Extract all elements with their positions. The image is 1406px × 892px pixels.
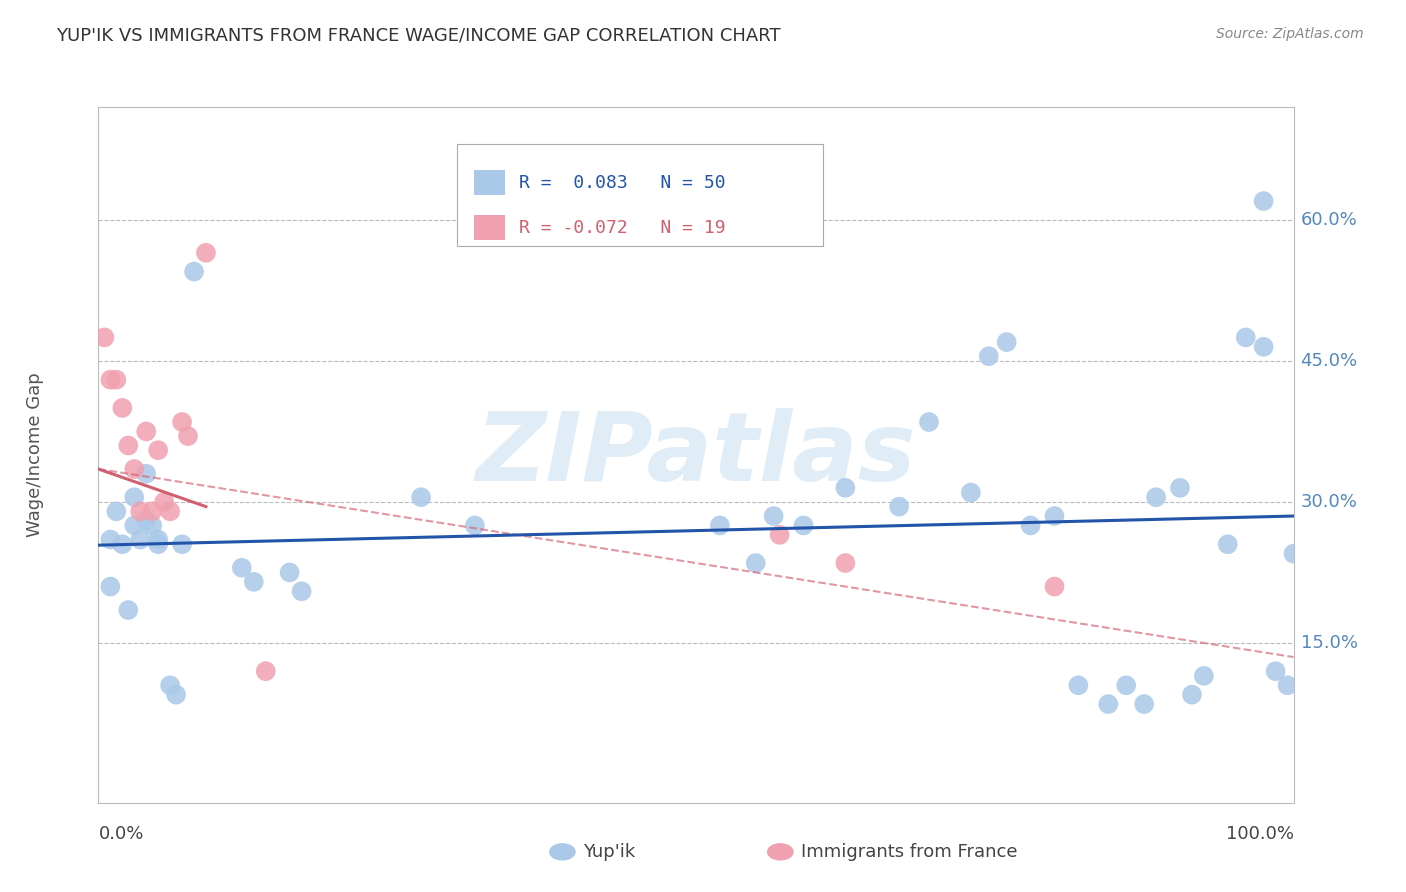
- Point: [141, 518, 163, 533]
- Point: [1019, 518, 1042, 533]
- Point: [172, 537, 194, 551]
- Point: [117, 603, 139, 617]
- Text: 30.0%: 30.0%: [1301, 493, 1357, 511]
- Point: [254, 664, 277, 678]
- Point: [1133, 697, 1156, 711]
- Point: [959, 485, 981, 500]
- Point: [165, 688, 187, 702]
- Point: [1277, 678, 1299, 692]
- Text: ZIPatlas: ZIPatlas: [475, 409, 917, 501]
- Point: [278, 566, 301, 580]
- Point: [194, 245, 217, 260]
- Point: [1234, 330, 1257, 344]
- Point: [177, 429, 200, 443]
- Text: R = -0.072   N = 19: R = -0.072 N = 19: [519, 219, 725, 236]
- Point: [148, 443, 170, 458]
- Point: [995, 335, 1018, 350]
- Point: [977, 349, 1000, 363]
- Point: [124, 518, 146, 533]
- Point: [135, 514, 157, 528]
- Point: [1216, 537, 1239, 551]
- Point: [93, 330, 115, 344]
- Point: [148, 533, 170, 547]
- Point: [1181, 688, 1204, 702]
- Point: [411, 490, 433, 504]
- Point: [172, 415, 194, 429]
- Point: [1043, 580, 1066, 594]
- Point: [290, 584, 312, 599]
- Point: [105, 504, 128, 518]
- Point: [762, 509, 785, 524]
- Point: [1192, 669, 1215, 683]
- Point: [1253, 194, 1275, 208]
- Text: 15.0%: 15.0%: [1301, 634, 1358, 652]
- Point: [243, 574, 266, 589]
- Point: [183, 264, 205, 278]
- Point: [124, 490, 146, 504]
- Point: [129, 533, 152, 547]
- Point: [111, 537, 134, 551]
- Text: 60.0%: 60.0%: [1301, 211, 1357, 229]
- Point: [98, 580, 122, 594]
- Point: [117, 438, 139, 452]
- Text: Yup'ik: Yup'ik: [583, 843, 636, 861]
- Point: [768, 528, 790, 542]
- Point: [159, 504, 181, 518]
- Point: [1264, 664, 1286, 678]
- Point: [834, 481, 856, 495]
- Point: [148, 537, 170, 551]
- Text: 100.0%: 100.0%: [1226, 825, 1294, 843]
- Point: [464, 518, 486, 533]
- Point: [231, 560, 253, 574]
- Text: 45.0%: 45.0%: [1301, 352, 1358, 370]
- Point: [98, 533, 122, 547]
- Text: 0.0%: 0.0%: [98, 825, 143, 843]
- Point: [834, 556, 856, 570]
- Point: [1067, 678, 1090, 692]
- Point: [1282, 547, 1305, 561]
- Point: [98, 373, 122, 387]
- Point: [111, 401, 134, 415]
- Point: [135, 467, 157, 481]
- Text: Immigrants from France: Immigrants from France: [801, 843, 1018, 861]
- Text: YUP'IK VS IMMIGRANTS FROM FRANCE WAGE/INCOME GAP CORRELATION CHART: YUP'IK VS IMMIGRANTS FROM FRANCE WAGE/IN…: [56, 27, 780, 45]
- Point: [153, 495, 176, 509]
- Point: [745, 556, 768, 570]
- Point: [105, 373, 128, 387]
- Point: [1097, 697, 1119, 711]
- Point: [1168, 481, 1191, 495]
- Text: R =  0.083   N = 50: R = 0.083 N = 50: [519, 174, 725, 192]
- Point: [889, 500, 911, 514]
- Point: [918, 415, 941, 429]
- Point: [129, 504, 152, 518]
- Point: [135, 425, 157, 439]
- Point: [793, 518, 815, 533]
- Point: [1043, 509, 1066, 524]
- Point: [1253, 340, 1275, 354]
- Point: [709, 518, 731, 533]
- Point: [159, 678, 181, 692]
- Text: Wage/Income Gap: Wage/Income Gap: [27, 373, 44, 537]
- Text: Source: ZipAtlas.com: Source: ZipAtlas.com: [1216, 27, 1364, 41]
- Point: [141, 504, 163, 518]
- Point: [1144, 490, 1167, 504]
- Point: [1115, 678, 1137, 692]
- Point: [124, 462, 146, 476]
